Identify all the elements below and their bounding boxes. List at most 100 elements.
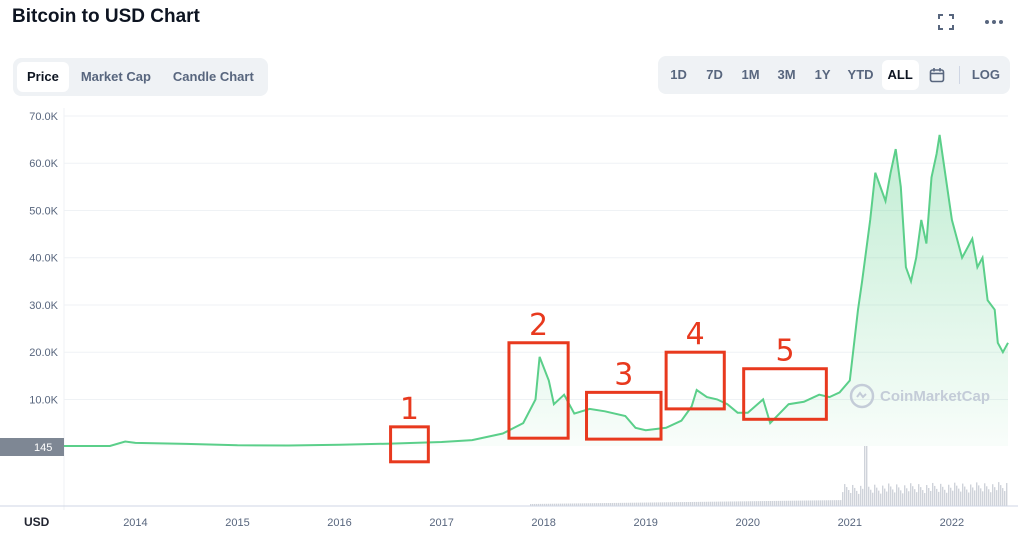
- volume-bar: [750, 501, 752, 506]
- volume-bar: [952, 490, 954, 506]
- range-1m[interactable]: 1M: [741, 67, 760, 82]
- coinmarketcap-watermark: CoinMarketCap: [849, 383, 990, 409]
- tab-price[interactable]: Price: [17, 62, 69, 92]
- x-tick-label: 2022: [940, 517, 964, 529]
- page-title: Bitcoin to USD Chart: [12, 6, 200, 27]
- volume-bar: [674, 502, 676, 506]
- volume-bar: [882, 485, 884, 506]
- volume-bar: [958, 488, 960, 506]
- volume-bar: [834, 500, 836, 506]
- volume-bar: [894, 492, 896, 506]
- annotation-box: [664, 350, 726, 411]
- volume-bar: [936, 488, 938, 506]
- volume-bar: [970, 484, 972, 506]
- volume-bar: [1004, 491, 1006, 506]
- volume-bar: [806, 500, 808, 506]
- volume-bar: [728, 501, 730, 506]
- y-tick-label: 60.0K: [29, 158, 58, 170]
- volume-bar: [862, 488, 864, 506]
- volume-bar: [842, 492, 844, 506]
- volume-bar: [686, 502, 688, 506]
- range-all[interactable]: ALL: [881, 60, 919, 90]
- volume-bar: [932, 482, 934, 506]
- volume-bar: [676, 502, 678, 506]
- volume-bar: [638, 502, 640, 506]
- annotation-box: [507, 341, 570, 440]
- y-tick-label: 50.0K: [29, 205, 58, 217]
- more-icon[interactable]: [982, 10, 1006, 34]
- volume-bar: [568, 503, 570, 506]
- tab-market-cap[interactable]: Market Cap: [80, 69, 151, 84]
- volume-bar: [910, 483, 912, 506]
- price-area: [64, 134, 1008, 446]
- volume-bar: [1002, 488, 1004, 506]
- top-icons: [934, 10, 1006, 34]
- volume-bar: [966, 489, 968, 506]
- volume-bar: [598, 503, 600, 506]
- y-tick-label: 30.0K: [29, 300, 58, 312]
- volume-bar: [804, 500, 806, 506]
- annotation-label: 4: [686, 317, 705, 352]
- range-1y[interactable]: 1Y: [814, 67, 831, 82]
- volume-bar: [572, 503, 574, 506]
- volume-bar: [652, 502, 654, 506]
- volume-bar: [814, 500, 816, 506]
- volume-bar: [920, 487, 922, 506]
- range-1d[interactable]: 1D: [670, 67, 687, 82]
- fullscreen-icon[interactable]: [934, 10, 958, 34]
- volume-bar: [824, 500, 826, 506]
- volume-bar: [856, 490, 858, 506]
- volume-bar: [548, 503, 550, 506]
- volume-bar: [992, 484, 994, 506]
- volume-bar: [566, 503, 568, 506]
- volume-bar: [956, 485, 958, 506]
- volume-bar: [644, 502, 646, 506]
- range-7d[interactable]: 7D: [706, 67, 723, 82]
- volume-bar: [884, 488, 886, 506]
- log-toggle[interactable]: LOG: [971, 67, 1000, 82]
- volume-bar: [782, 500, 784, 506]
- range-separator: [958, 66, 960, 84]
- volume-bar: [666, 502, 668, 506]
- volume-bar: [872, 492, 874, 506]
- tab-candle-chart[interactable]: Candle Chart: [172, 69, 254, 84]
- volume-bar: [612, 502, 614, 506]
- volume-bar: [704, 501, 706, 506]
- volume-bar: [590, 503, 592, 506]
- volume-bar: [634, 502, 636, 506]
- volume-bar: [938, 491, 940, 506]
- volume-bar: [798, 500, 800, 506]
- calendar-icon[interactable]: [921, 60, 953, 90]
- range-3m[interactable]: 3M: [777, 67, 796, 82]
- volume-bar: [532, 503, 534, 506]
- volume-bar: [818, 500, 820, 506]
- volume-bar: [716, 501, 718, 506]
- volume-bar: [974, 490, 976, 506]
- volume-bar: [646, 502, 648, 506]
- volume-bar: [792, 500, 794, 506]
- range-ytd[interactable]: YTD: [847, 67, 874, 82]
- volume-bar: [754, 501, 756, 506]
- volume-bar: [648, 502, 650, 506]
- volume-bar: [980, 488, 982, 506]
- current-price-tag: 145: [0, 438, 64, 456]
- currency-label: USD: [24, 515, 50, 529]
- chart-type-tabs: Price Market Cap Candle Chart: [13, 58, 268, 96]
- volume-bar: [530, 504, 532, 506]
- volume-bar: [820, 500, 822, 506]
- volume-bar: [682, 502, 684, 506]
- volume-bar: [536, 503, 538, 506]
- volume-bar: [816, 500, 818, 506]
- volume-bar: [688, 502, 690, 506]
- volume-bar: [550, 503, 552, 506]
- volume-bar: [608, 503, 610, 506]
- volume-bar: [730, 501, 732, 506]
- volume-bar: [670, 502, 672, 506]
- volume-bar: [692, 501, 694, 506]
- price-chart[interactable]: 70.0K 60.0K 50.0K 40.0K 30.0K 20.0K 10.0K Coin…: [0, 100, 1024, 534]
- price-tag-label: 145: [34, 442, 52, 454]
- volume-bar: [538, 503, 540, 506]
- volume-bar: [802, 500, 804, 506]
- volume-bar: [710, 501, 712, 506]
- volume-bar: [640, 502, 642, 506]
